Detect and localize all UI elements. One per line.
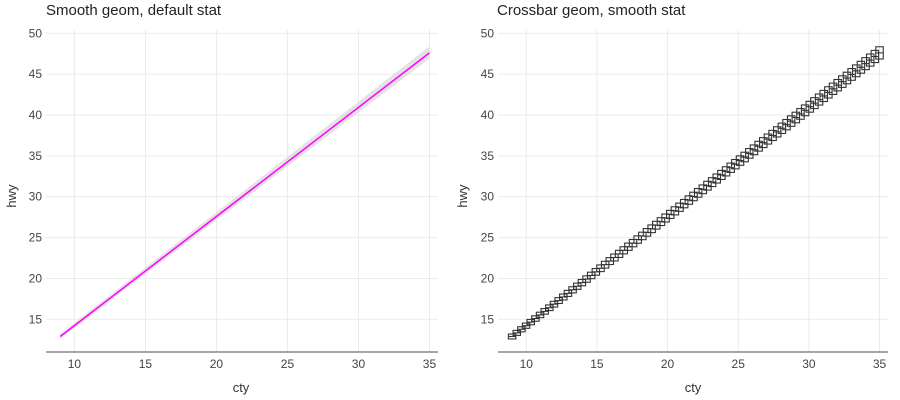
y-tick-label: 25 (481, 231, 495, 245)
y-tick-label: 35 (29, 149, 43, 163)
y-tick-label: 25 (29, 231, 43, 245)
smooth-x-ticks: 10 15 20 25 30 35 (68, 357, 437, 371)
x-tick-label: 10 (520, 357, 534, 371)
x-tick-label: 30 (352, 357, 366, 371)
y-tick-label: 45 (481, 67, 495, 81)
smooth-x-axis-label: cty (233, 380, 250, 395)
smooth-panel-grid (46, 30, 438, 352)
smooth-y-ticks: 15 20 25 30 35 40 45 50 (29, 26, 43, 326)
x-tick-label: 35 (873, 357, 887, 371)
y-tick-label: 20 (481, 271, 495, 285)
y-tick-label: 40 (29, 108, 43, 122)
smooth-fit-line (59, 52, 430, 338)
x-tick-label: 15 (139, 357, 153, 371)
y-tick-label: 30 (29, 190, 43, 204)
smooth-panel-title: Smooth geom, default stat (46, 2, 222, 19)
y-tick-label: 15 (481, 312, 495, 326)
x-tick-label: 10 (68, 357, 82, 371)
crossbar-series (507, 46, 884, 340)
x-tick-label: 20 (210, 357, 224, 371)
x-tick-label: 35 (423, 357, 437, 371)
y-tick-label: 45 (29, 67, 43, 81)
smooth-panel: Smooth geom, default stat 10 15 20 25 30 35 1… (4, 2, 438, 395)
x-tick-label: 30 (802, 357, 816, 371)
crossbar-x-ticks: 10 15 20 25 30 35 (520, 357, 887, 371)
crossbar-x-axis-label: cty (685, 380, 702, 395)
x-tick-label: 25 (281, 357, 295, 371)
y-tick-label: 50 (29, 26, 43, 40)
crossbar-panel-title: Crossbar geom, smooth stat (497, 2, 686, 19)
y-tick-label: 20 (29, 271, 43, 285)
crossbar-y-ticks: 15 20 25 30 35 40 45 50 (481, 26, 495, 326)
smooth-confidence-ribbon (60, 46, 430, 339)
x-tick-label: 20 (661, 357, 675, 371)
crossbar-y-axis-label: hwy (455, 184, 470, 208)
smooth-y-axis-label: hwy (4, 184, 19, 208)
x-tick-label: 25 (732, 357, 746, 371)
y-tick-label: 35 (481, 149, 495, 163)
y-tick-label: 15 (29, 312, 43, 326)
x-tick-label: 15 (590, 357, 604, 371)
y-tick-label: 40 (481, 108, 495, 122)
crossbar-panel: Crossbar geom, smooth stat 10 15 20 25 30 35 … (455, 2, 888, 395)
y-tick-label: 50 (481, 26, 495, 40)
y-tick-label: 30 (481, 190, 495, 204)
